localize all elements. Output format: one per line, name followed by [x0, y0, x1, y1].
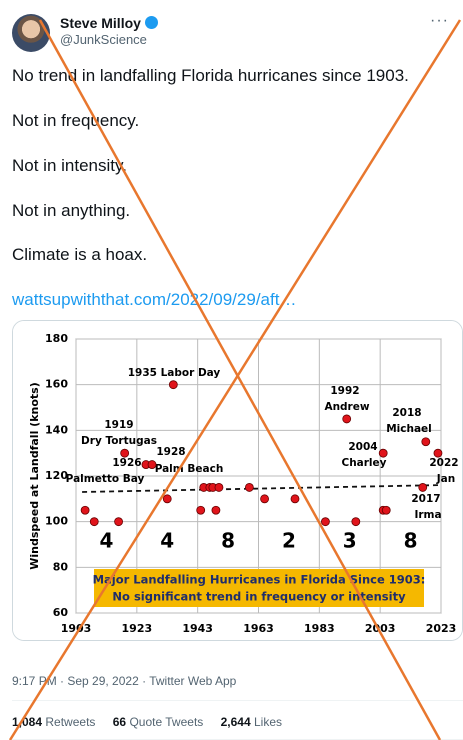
data-point: [260, 494, 269, 504]
image-card[interactable]: 60 80 100 120 140 160 180 1903 1923 1943 1963 1983 2…: [12, 320, 463, 641]
stats: 1,084 Retweets 66 Quote Tweets 2,644 Lik…: [12, 715, 296, 729]
data-point: [89, 517, 99, 527]
stat-count: 1,084: [12, 715, 43, 729]
annotation: 1926: [112, 457, 141, 469]
stat[interactable]: 66 Quote Tweets: [113, 715, 204, 729]
annotation: Charley: [341, 457, 386, 469]
x-tick-label: 1943: [182, 622, 213, 635]
annotation: 2022: [429, 457, 458, 469]
data-point: [421, 437, 431, 447]
tweet-line: Not in frequency.: [12, 111, 140, 130]
x-tick-label: 1983: [304, 622, 335, 635]
data-point: [80, 505, 90, 515]
period-count: 8: [221, 529, 235, 553]
data-point: [147, 460, 157, 469]
period-count: 4: [99, 529, 113, 553]
avatar[interactable]: [12, 14, 50, 52]
annotation: 2004: [348, 441, 377, 453]
data-point: [433, 448, 443, 458]
data-point: [162, 494, 172, 504]
y-tick-label: 80: [53, 560, 69, 573]
y-axis-label: Windspeed at Landfall (knots): [28, 382, 41, 569]
stat[interactable]: 1,084 Retweets: [12, 715, 95, 729]
period-count: 3: [343, 529, 357, 553]
annotation: Palm Beach: [155, 463, 224, 475]
more-button[interactable]: ···: [430, 12, 449, 29]
tweet-line: Not in intensity.: [12, 156, 127, 175]
period-count: 4: [160, 529, 174, 553]
stat-label: Retweets: [45, 715, 96, 729]
tweet-link[interactable]: wattsupwiththat.com/2022/09/29/aft…: [12, 290, 297, 309]
period-count: 2: [282, 529, 296, 553]
tweet-line: Climate is a hoax.: [12, 245, 148, 264]
data-point: [342, 414, 352, 424]
verified-badge: [144, 16, 158, 29]
tweet-line: Not in anything.: [12, 201, 131, 220]
y-tick-label: 160: [45, 378, 68, 391]
banner-text: Major Landfalling Hurricanes in Florida …: [93, 573, 426, 587]
x-tick-label: 2003: [365, 622, 396, 635]
banner-text: No significant trend in frequency or int…: [112, 590, 406, 604]
tweet-line: No trend in landfalling Florida hurrican…: [12, 66, 409, 85]
data-point: [290, 494, 300, 504]
stat-label: Likes: [254, 715, 283, 729]
x-tick-label: 1923: [122, 622, 153, 635]
x-tick-label: 1963: [243, 622, 274, 635]
data-point: [321, 517, 330, 527]
annotation: Jan: [436, 473, 455, 485]
annotation: Dry Tortugas: [81, 435, 157, 447]
data-point: [196, 505, 206, 515]
annotation: 2017: [411, 493, 440, 505]
data-point: [351, 517, 361, 527]
separator: [12, 700, 463, 701]
stat-count: 66: [112, 715, 127, 729]
y-tick-label: 100: [45, 515, 68, 528]
annotation: 1919: [104, 419, 133, 431]
data-point: [381, 505, 391, 515]
annotation: Michael: [386, 423, 432, 435]
data-point: [168, 380, 178, 390]
data-point: [418, 483, 428, 492]
data-point: [211, 505, 221, 515]
x-tick-label: 2023: [426, 622, 457, 635]
data-point: [244, 483, 254, 492]
annotation: 1928: [156, 446, 185, 458]
timestamp[interactable]: 9:17 PM · Sep 29, 2022 · Twitter Web App: [12, 674, 237, 688]
data-point: [378, 448, 388, 458]
author-name[interactable]: Steve Milloy: [60, 15, 141, 31]
author[interactable]: Steve Milloy: [60, 15, 158, 31]
annotation: Irma: [414, 509, 441, 521]
annotation: 1992: [330, 385, 359, 397]
stat-count: 2,644: [220, 715, 251, 729]
x-tick-label: 1903: [61, 622, 92, 635]
stat[interactable]: 2,644 Likes: [221, 715, 282, 729]
annotation: Andrew: [324, 401, 369, 413]
y-tick-label: 180: [45, 332, 68, 345]
author-handle[interactable]: @JunkScience: [60, 32, 147, 47]
y-tick-label: 140: [45, 423, 68, 436]
annotation: Palmetto Bay: [66, 473, 145, 485]
data-point: [214, 483, 224, 492]
stat-label: Quote Tweets: [129, 715, 204, 729]
period-count: 8: [404, 529, 418, 553]
y-tick-label: 60: [53, 606, 69, 619]
annotation: 2018: [392, 407, 421, 419]
data-point: [120, 448, 130, 458]
data-point: [114, 517, 123, 527]
annotation: 1935 Labor Day: [128, 367, 221, 379]
